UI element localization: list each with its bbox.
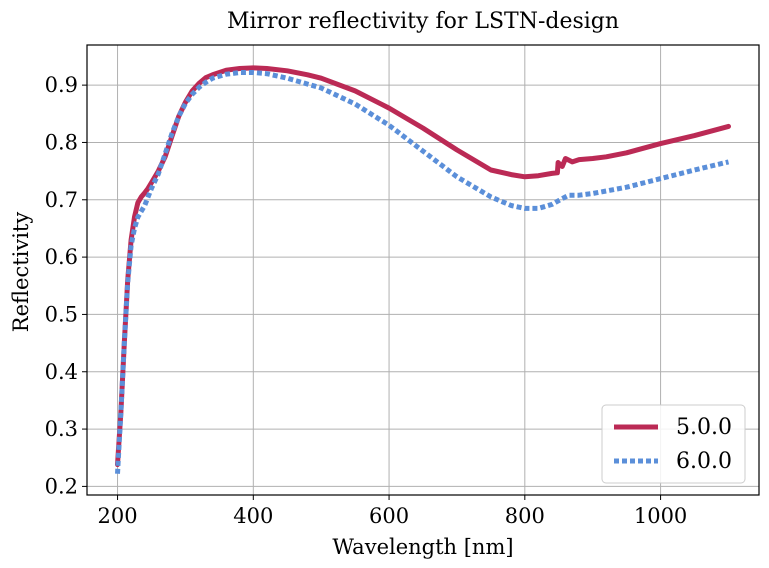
y-tick-label: 0.7: [45, 188, 78, 212]
y-tick-label: 0.6: [45, 245, 78, 269]
y-tick-label: 0.9: [45, 73, 78, 97]
y-tick-label: 0.8: [45, 130, 78, 154]
legend-label-5-0-0: 5.0.0: [676, 415, 732, 440]
x-tick-label: 200: [97, 504, 137, 528]
x-axis-label: Wavelength [nm]: [332, 535, 513, 559]
y-tick-label: 0.5: [45, 302, 78, 326]
series-lines: [115, 65, 731, 474]
y-axis-label: Reflectivity: [9, 212, 33, 333]
y-axis-ticks: 0.2 0.3 0.4 0.5 0.6 0.7 0.8 0.9: [45, 73, 87, 498]
x-tick-label: 400: [233, 504, 273, 528]
plot-frame: [86, 44, 760, 496]
series-line-5-0-0: [115, 65, 731, 468]
series-line-6-0-0: [115, 70, 730, 474]
x-tick-label: 1000: [634, 504, 687, 528]
grid: [87, 45, 759, 495]
x-tick-label: 600: [369, 504, 409, 528]
legend: 5.0.0 6.0.0: [601, 404, 746, 484]
y-tick-label: 0.2: [45, 474, 78, 498]
legend-label-6-0-0: 6.0.0: [676, 449, 732, 474]
x-tick-label: 800: [505, 504, 545, 528]
chart-title: Mirror reflectivity for LSTN-design: [227, 9, 619, 34]
y-tick-label: 0.4: [45, 360, 78, 384]
x-axis-ticks: 200 400 600 800 1000: [97, 495, 687, 528]
y-tick-label: 0.3: [45, 417, 78, 441]
